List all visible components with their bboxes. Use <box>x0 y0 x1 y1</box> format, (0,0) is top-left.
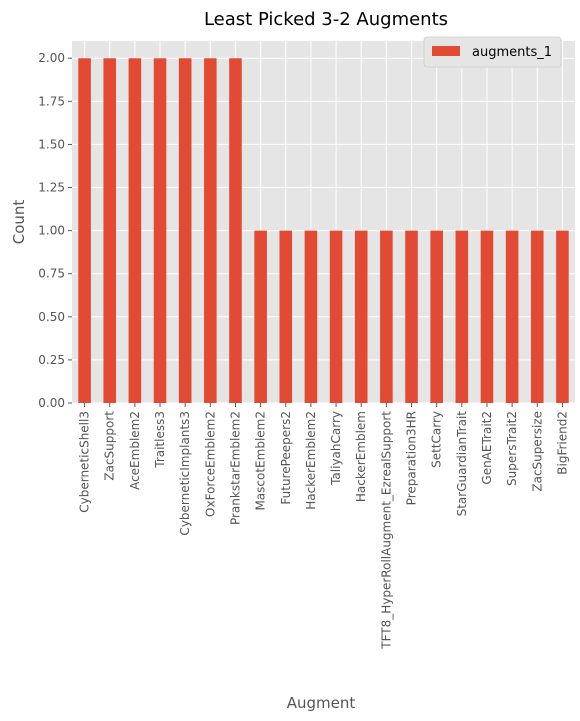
bar <box>304 230 318 403</box>
legend: augments_1 <box>423 36 562 68</box>
bar <box>480 230 494 403</box>
x-tick-label: HackerEmblem <box>354 411 368 502</box>
x-axis-label: Augment <box>287 694 356 712</box>
bar <box>455 230 469 403</box>
x-tick-label: Traitless3 <box>153 411 167 469</box>
bar <box>103 58 117 403</box>
bar <box>204 58 217 403</box>
x-tick-label: ZacSupport <box>103 411 117 481</box>
x-tick-label: AceEmblem2 <box>128 411 142 490</box>
legend-label: augments_1 <box>472 45 552 60</box>
x-tick-label: CyberneticShell3 <box>78 411 92 513</box>
x-tick-label: Preparation3HR <box>405 411 419 505</box>
y-tick-label: 1.00 <box>38 224 65 238</box>
bars <box>78 58 569 403</box>
y-axis-label: Count <box>10 200 28 245</box>
legend-swatch <box>432 46 460 56</box>
bar <box>380 230 393 403</box>
y-tick-label: 0.50 <box>38 310 65 324</box>
bar <box>178 58 192 403</box>
bar <box>430 230 443 403</box>
bar <box>329 230 343 403</box>
x-tick-label: ZacSupersize <box>530 411 544 492</box>
x-tick-label: CyberneticImplants3 <box>178 411 192 536</box>
y-tick-label: 1.75 <box>38 94 65 108</box>
x-tick-label: StarGuardianTrait <box>455 411 469 517</box>
x-tick-label: SupersTrait2 <box>505 411 519 486</box>
bar <box>405 230 418 403</box>
x-tick-label: TFT8_HyperRollAugment_EzrealSupport <box>379 411 393 650</box>
bar <box>254 230 267 403</box>
legend-box <box>423 36 562 68</box>
x-tick-label: SettCarry <box>430 411 444 468</box>
x-tick-label: FuturePeepers2 <box>279 411 293 505</box>
y-tick-label: 0.00 <box>38 396 65 410</box>
bar <box>229 58 242 403</box>
bar <box>153 58 167 403</box>
bar <box>505 230 519 403</box>
x-tick-label: OxForceEmblem2 <box>203 411 217 517</box>
x-tick-label: MascotEmblem2 <box>254 411 268 511</box>
x-tick-label: GenAETrait2 <box>480 411 494 485</box>
bar <box>279 230 293 403</box>
y-tick-label: 0.75 <box>38 267 65 281</box>
x-tick-label: PrankstarEmblem2 <box>228 411 242 525</box>
y-tick-label: 0.25 <box>38 353 65 367</box>
x-axis-ticks: CyberneticShell3 ZacSupport AceEmblem2 Trai… <box>78 403 569 650</box>
y-tick-label: 1.50 <box>38 137 65 151</box>
y-axis-ticks: 0.00 0.25 0.50 0.75 1.00 1.25 1.50 1.75 2.00 <box>38 51 72 410</box>
y-tick-label: 1.25 <box>38 181 65 195</box>
plot-area <box>72 41 575 403</box>
bar <box>354 230 368 403</box>
x-tick-label: TaliyahCarry <box>329 411 343 486</box>
bar <box>128 58 142 403</box>
bar <box>78 58 91 403</box>
x-tick-label: HackerEmblem2 <box>304 411 318 510</box>
x-tick-label: BigFriend2 <box>555 411 569 475</box>
bar <box>530 230 544 403</box>
y-tick-label: 2.00 <box>38 51 65 65</box>
bar <box>556 230 569 403</box>
chart-title: Least Picked 3-2 Augments <box>204 9 448 30</box>
